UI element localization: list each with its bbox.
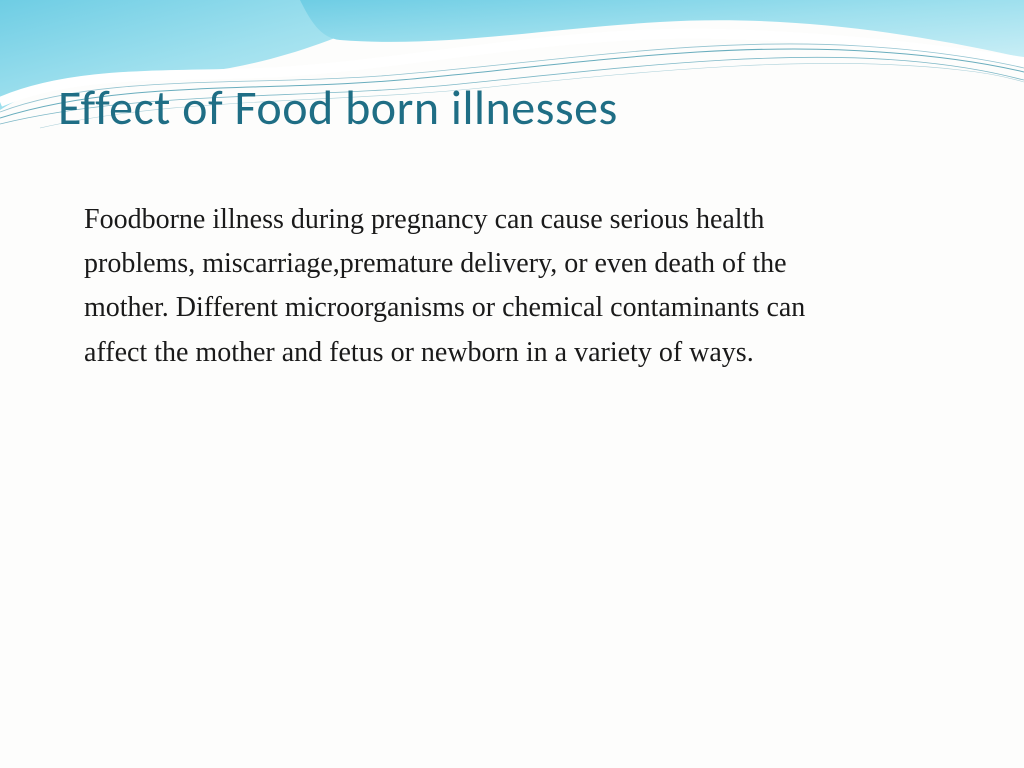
slide-body-text: Foodborne illness during pregnancy can c…	[84, 198, 844, 375]
slide-title: Effect of Food born illnesses	[58, 78, 618, 137]
wave-fill-right	[300, 0, 1024, 58]
